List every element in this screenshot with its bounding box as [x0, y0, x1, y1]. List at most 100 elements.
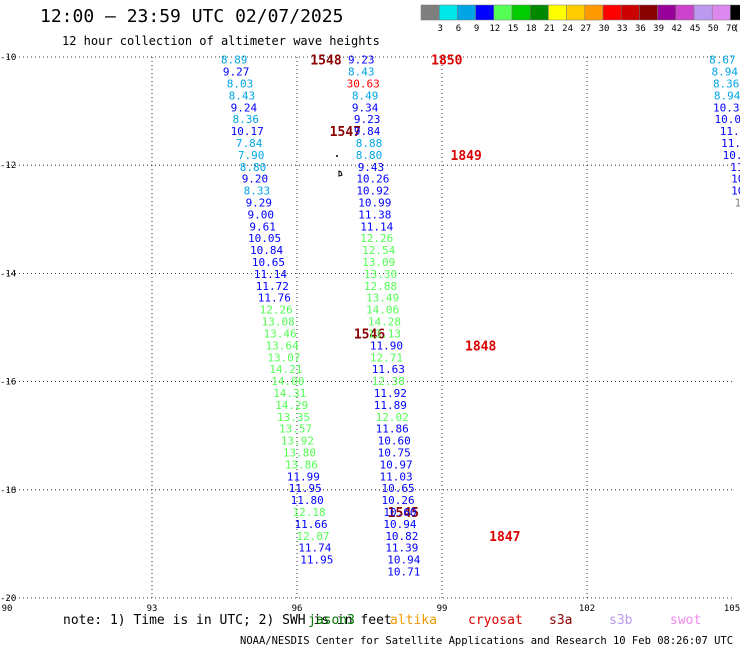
swh-value: 10.92 [356, 185, 389, 198]
colorbar-swatch [420, 4, 440, 21]
track-s3a-2: 8.678.948.368.9410.3210.0011.411.010.811… [709, 54, 740, 210]
swh-value: 9.00 [248, 208, 275, 221]
swh-value: 13.30 [364, 268, 397, 281]
swh-value: 10.94 [387, 554, 420, 567]
swh-value: 12.26 [360, 232, 393, 245]
swh-value: 14.21 [269, 363, 302, 376]
swh-value: 11.14 [254, 268, 287, 281]
y-tick-label: -20 [0, 594, 16, 604]
swh-value: 13.49 [366, 292, 399, 305]
y-tick-label: -10 [0, 53, 16, 63]
swh-value: 10.60 [378, 435, 411, 448]
swh-value: 11.76 [258, 292, 291, 305]
y-tick-label: -16 [0, 378, 16, 388]
chart-subtitle: 12 hour collection of altimeter wave hei… [62, 34, 380, 48]
swh-value: 9.23 [348, 54, 375, 67]
x-tick-label: 99 [437, 604, 448, 614]
colorbar-swatch [693, 4, 713, 21]
island-outline [336, 155, 343, 177]
time-label: 1847 [489, 530, 520, 545]
colorbar-label: 27 [580, 24, 591, 34]
swh-value: 8.36 [713, 78, 740, 91]
swh-value: 13.92 [281, 435, 314, 448]
swh-value: 9.24 [231, 101, 258, 114]
swh-value: 7.90 [238, 149, 265, 162]
time-label: 1849 [451, 149, 482, 164]
swh-value: 10.65 [252, 256, 285, 269]
swh-value: 8.89 [221, 54, 248, 67]
colorbar-swatch [675, 4, 695, 21]
swh-value: 10.60 [383, 506, 416, 519]
track-s3a-0: 8.899.278.038.439.248.3610.177.847.908.8… [221, 54, 419, 567]
swh-value: 8.94 [714, 89, 740, 102]
swh-value: 9.29 [246, 197, 273, 210]
colorbar-swatch [602, 4, 622, 21]
swh-value: 12.02 [376, 411, 409, 424]
colorbar-label: 12 [489, 24, 500, 34]
swh-value: 13.64 [265, 339, 298, 352]
x-tick-label: 93 [147, 604, 158, 614]
legend-s3a: s3a [549, 613, 573, 628]
swh-value: 11.80 [291, 494, 324, 507]
x-tick-label: 102 [579, 604, 595, 614]
swh-value: 11.0 [721, 137, 740, 150]
swh-value: 11.72 [256, 280, 289, 293]
swh-value: 9.23 [354, 113, 381, 126]
swh-value: 11 [730, 161, 740, 174]
colorbar-swatch [548, 4, 567, 21]
colorbar-unit: (ft) [734, 24, 740, 34]
swh-value: 10.65 [381, 482, 414, 495]
swh-value: 13.09 [362, 256, 395, 269]
swh-value: 10.26 [381, 494, 414, 507]
swh-value: 10.97 [380, 458, 413, 471]
swh-value: 10.94 [383, 518, 416, 531]
colorbar-swatch [639, 4, 658, 21]
swh-value: 8.88 [356, 137, 383, 150]
time-label: 1548 [310, 54, 341, 69]
colorbar-label: 45 [690, 24, 701, 34]
swh-value: 10.05 [248, 232, 281, 245]
colorbar-label: 24 [562, 24, 573, 34]
swh-value: 13.07 [267, 351, 300, 364]
track-cryosat-1: 9.238.4330.638.499.349.239.848.888.809.4… [347, 54, 521, 579]
swh-value: 14.00 [271, 375, 304, 388]
satellite-tracks: 8.899.278.038.439.248.3610.177.847.908.8… [221, 54, 740, 579]
colorbar-swatch [438, 4, 458, 21]
swh-value: 10.99 [358, 197, 391, 210]
swh-value: 10 [731, 173, 740, 186]
swh-value: 11.89 [374, 399, 407, 412]
time-label: 1547 [330, 125, 361, 140]
swh-value: 11.92 [374, 387, 407, 400]
time-label: 1848 [465, 339, 496, 354]
swh-value: 11.66 [294, 518, 327, 531]
swh-value: 10.26 [356, 173, 389, 186]
swh-value: 9.20 [242, 173, 269, 186]
colorbar-swatch [566, 4, 586, 21]
swh-value: 10 [731, 185, 740, 198]
swh-value: 10.71 [387, 565, 420, 578]
swh-value: 11.38 [358, 208, 391, 221]
x-tick-label: 105 [724, 604, 740, 614]
swh-value: 11.90 [370, 339, 403, 352]
swh-value: 11.4 [720, 125, 740, 138]
swh-value: 11.39 [385, 542, 418, 555]
swh-value: 12.88 [364, 280, 397, 293]
swh-value: 14.06 [366, 304, 399, 317]
colorbar-label: 15 [508, 24, 519, 34]
swh-value: 11.95 [289, 482, 322, 495]
swh-value: 10.84 [250, 244, 283, 257]
footer-note: note: 1) Time is in UTC; 2) SWH is in fe… [63, 613, 392, 628]
colorbar-label: 3 [437, 24, 442, 34]
swh-value: 13.13 [368, 327, 401, 340]
x-tick-label: 90 [2, 604, 13, 614]
colorbar-label: 36 [635, 24, 646, 34]
footer-credit: NOAA/NESDIS Center for Satellite Applica… [240, 635, 740, 647]
plot-grid [7, 56, 732, 599]
time-label: 1546 [354, 327, 385, 342]
swh-value: 13.80 [283, 446, 316, 459]
swh-value: 8.80 [356, 149, 383, 162]
swh-value: 8.33 [244, 185, 271, 198]
swh-value: 12.38 [372, 375, 405, 388]
